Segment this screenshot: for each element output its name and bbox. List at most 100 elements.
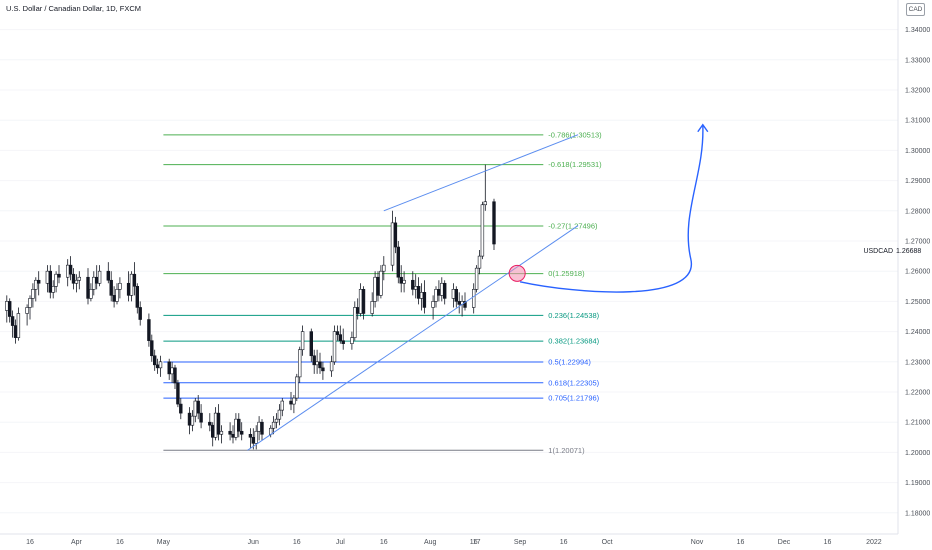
price-tick-label: 1.29000 bbox=[905, 178, 930, 185]
time-tick-label: 16 bbox=[293, 539, 301, 546]
candle-body bbox=[89, 289, 93, 299]
candle bbox=[396, 241, 400, 284]
fib-level-label: 0.618(1.22305) bbox=[548, 378, 599, 387]
candle bbox=[167, 358, 171, 380]
candle bbox=[422, 280, 427, 314]
fib-level-label: -0.618(1.29531) bbox=[548, 160, 602, 169]
candle-body bbox=[335, 331, 340, 335]
candle-body bbox=[471, 289, 476, 308]
candle-body bbox=[248, 433, 253, 438]
trendline-lower[interactable] bbox=[247, 225, 579, 451]
candle bbox=[413, 274, 418, 299]
candle-body bbox=[413, 285, 418, 290]
candle bbox=[173, 364, 177, 389]
drawings-layer[interactable] bbox=[247, 123, 709, 451]
support-marker[interactable] bbox=[508, 264, 526, 282]
candle bbox=[57, 265, 61, 284]
candle-body bbox=[216, 412, 221, 435]
candle-body bbox=[260, 421, 264, 435]
candle-body bbox=[57, 273, 61, 278]
candle bbox=[92, 271, 96, 296]
candle-body bbox=[457, 301, 461, 305]
candle bbox=[419, 283, 424, 311]
candle bbox=[260, 419, 264, 441]
candle-body bbox=[419, 292, 424, 299]
candle bbox=[335, 325, 340, 341]
candle bbox=[437, 280, 441, 302]
candle bbox=[211, 422, 215, 447]
time-tick-label: 17 bbox=[473, 539, 481, 546]
arrow-head bbox=[697, 123, 709, 133]
time-tick-label: 16 bbox=[470, 539, 478, 546]
candle bbox=[277, 404, 282, 426]
candle-body bbox=[480, 204, 485, 257]
candle bbox=[483, 164, 487, 211]
candle-body bbox=[68, 264, 73, 275]
candle-body bbox=[8, 301, 12, 317]
candle bbox=[89, 283, 93, 302]
time-tick-label: 16 bbox=[737, 539, 745, 546]
candle-body bbox=[350, 337, 354, 344]
price-tick-label: 1.32000 bbox=[905, 88, 930, 95]
candles-layer bbox=[5, 164, 496, 450]
candle-body bbox=[295, 376, 299, 399]
candle bbox=[280, 398, 284, 417]
candle bbox=[457, 292, 461, 314]
fibonacci-retracement[interactable]: -0.786(1.30513) -0.618(1.29531) -0.27(1.27… bbox=[163, 130, 602, 455]
candle bbox=[158, 355, 163, 377]
time-tick-label: 16 bbox=[560, 539, 568, 546]
candle bbox=[10, 310, 15, 338]
candle-body bbox=[390, 222, 395, 266]
candle-body bbox=[318, 361, 322, 369]
candle bbox=[492, 198, 496, 251]
candle bbox=[71, 268, 76, 290]
candle bbox=[77, 271, 82, 290]
candle-body bbox=[135, 285, 139, 308]
candle-body bbox=[10, 316, 15, 326]
price-tick-label: 1.30000 bbox=[905, 148, 930, 155]
candle-body bbox=[292, 397, 296, 405]
candle bbox=[451, 283, 456, 308]
axes-layer bbox=[0, 0, 899, 535]
candle-body bbox=[361, 289, 366, 314]
candle bbox=[257, 416, 261, 441]
price-tick-label: 1.33000 bbox=[905, 57, 930, 64]
candle bbox=[126, 271, 131, 302]
candle bbox=[199, 404, 203, 429]
candle bbox=[315, 349, 319, 374]
trendline-upper[interactable] bbox=[383, 134, 579, 212]
candle-body bbox=[126, 282, 131, 296]
projection-arrow[interactable] bbox=[519, 124, 704, 293]
candle bbox=[474, 265, 479, 293]
candle bbox=[341, 328, 345, 350]
candle-body bbox=[271, 421, 276, 429]
candle bbox=[390, 210, 395, 272]
currency-badge[interactable]: CAD bbox=[906, 3, 925, 16]
candle-body bbox=[115, 289, 119, 302]
candle bbox=[399, 265, 403, 293]
candle bbox=[358, 283, 363, 317]
price-tick-label: 1.24000 bbox=[905, 329, 930, 336]
candle-body bbox=[280, 400, 284, 411]
candle bbox=[115, 283, 119, 305]
candle-body bbox=[373, 276, 377, 302]
candle bbox=[353, 301, 357, 341]
candle bbox=[216, 404, 221, 441]
candle bbox=[28, 295, 32, 320]
candle bbox=[150, 334, 154, 362]
candle-body bbox=[237, 418, 241, 432]
fib-level-label: -0.786(1.30513) bbox=[548, 130, 602, 139]
candle-body bbox=[97, 270, 102, 284]
fib-level-label: 0.382(1.23684) bbox=[548, 337, 599, 346]
candle bbox=[431, 295, 435, 320]
candle bbox=[153, 349, 157, 371]
candle-body bbox=[48, 270, 53, 293]
price-axis[interactable]: 1.34000 1.33000 1.32000 1.31000 1.30000 1.290… bbox=[905, 27, 930, 517]
candle bbox=[370, 292, 374, 317]
candle-body bbox=[402, 279, 406, 284]
candle-body bbox=[358, 289, 363, 314]
candle-body bbox=[309, 331, 313, 357]
price-tick-label: 1.27000 bbox=[905, 239, 930, 246]
